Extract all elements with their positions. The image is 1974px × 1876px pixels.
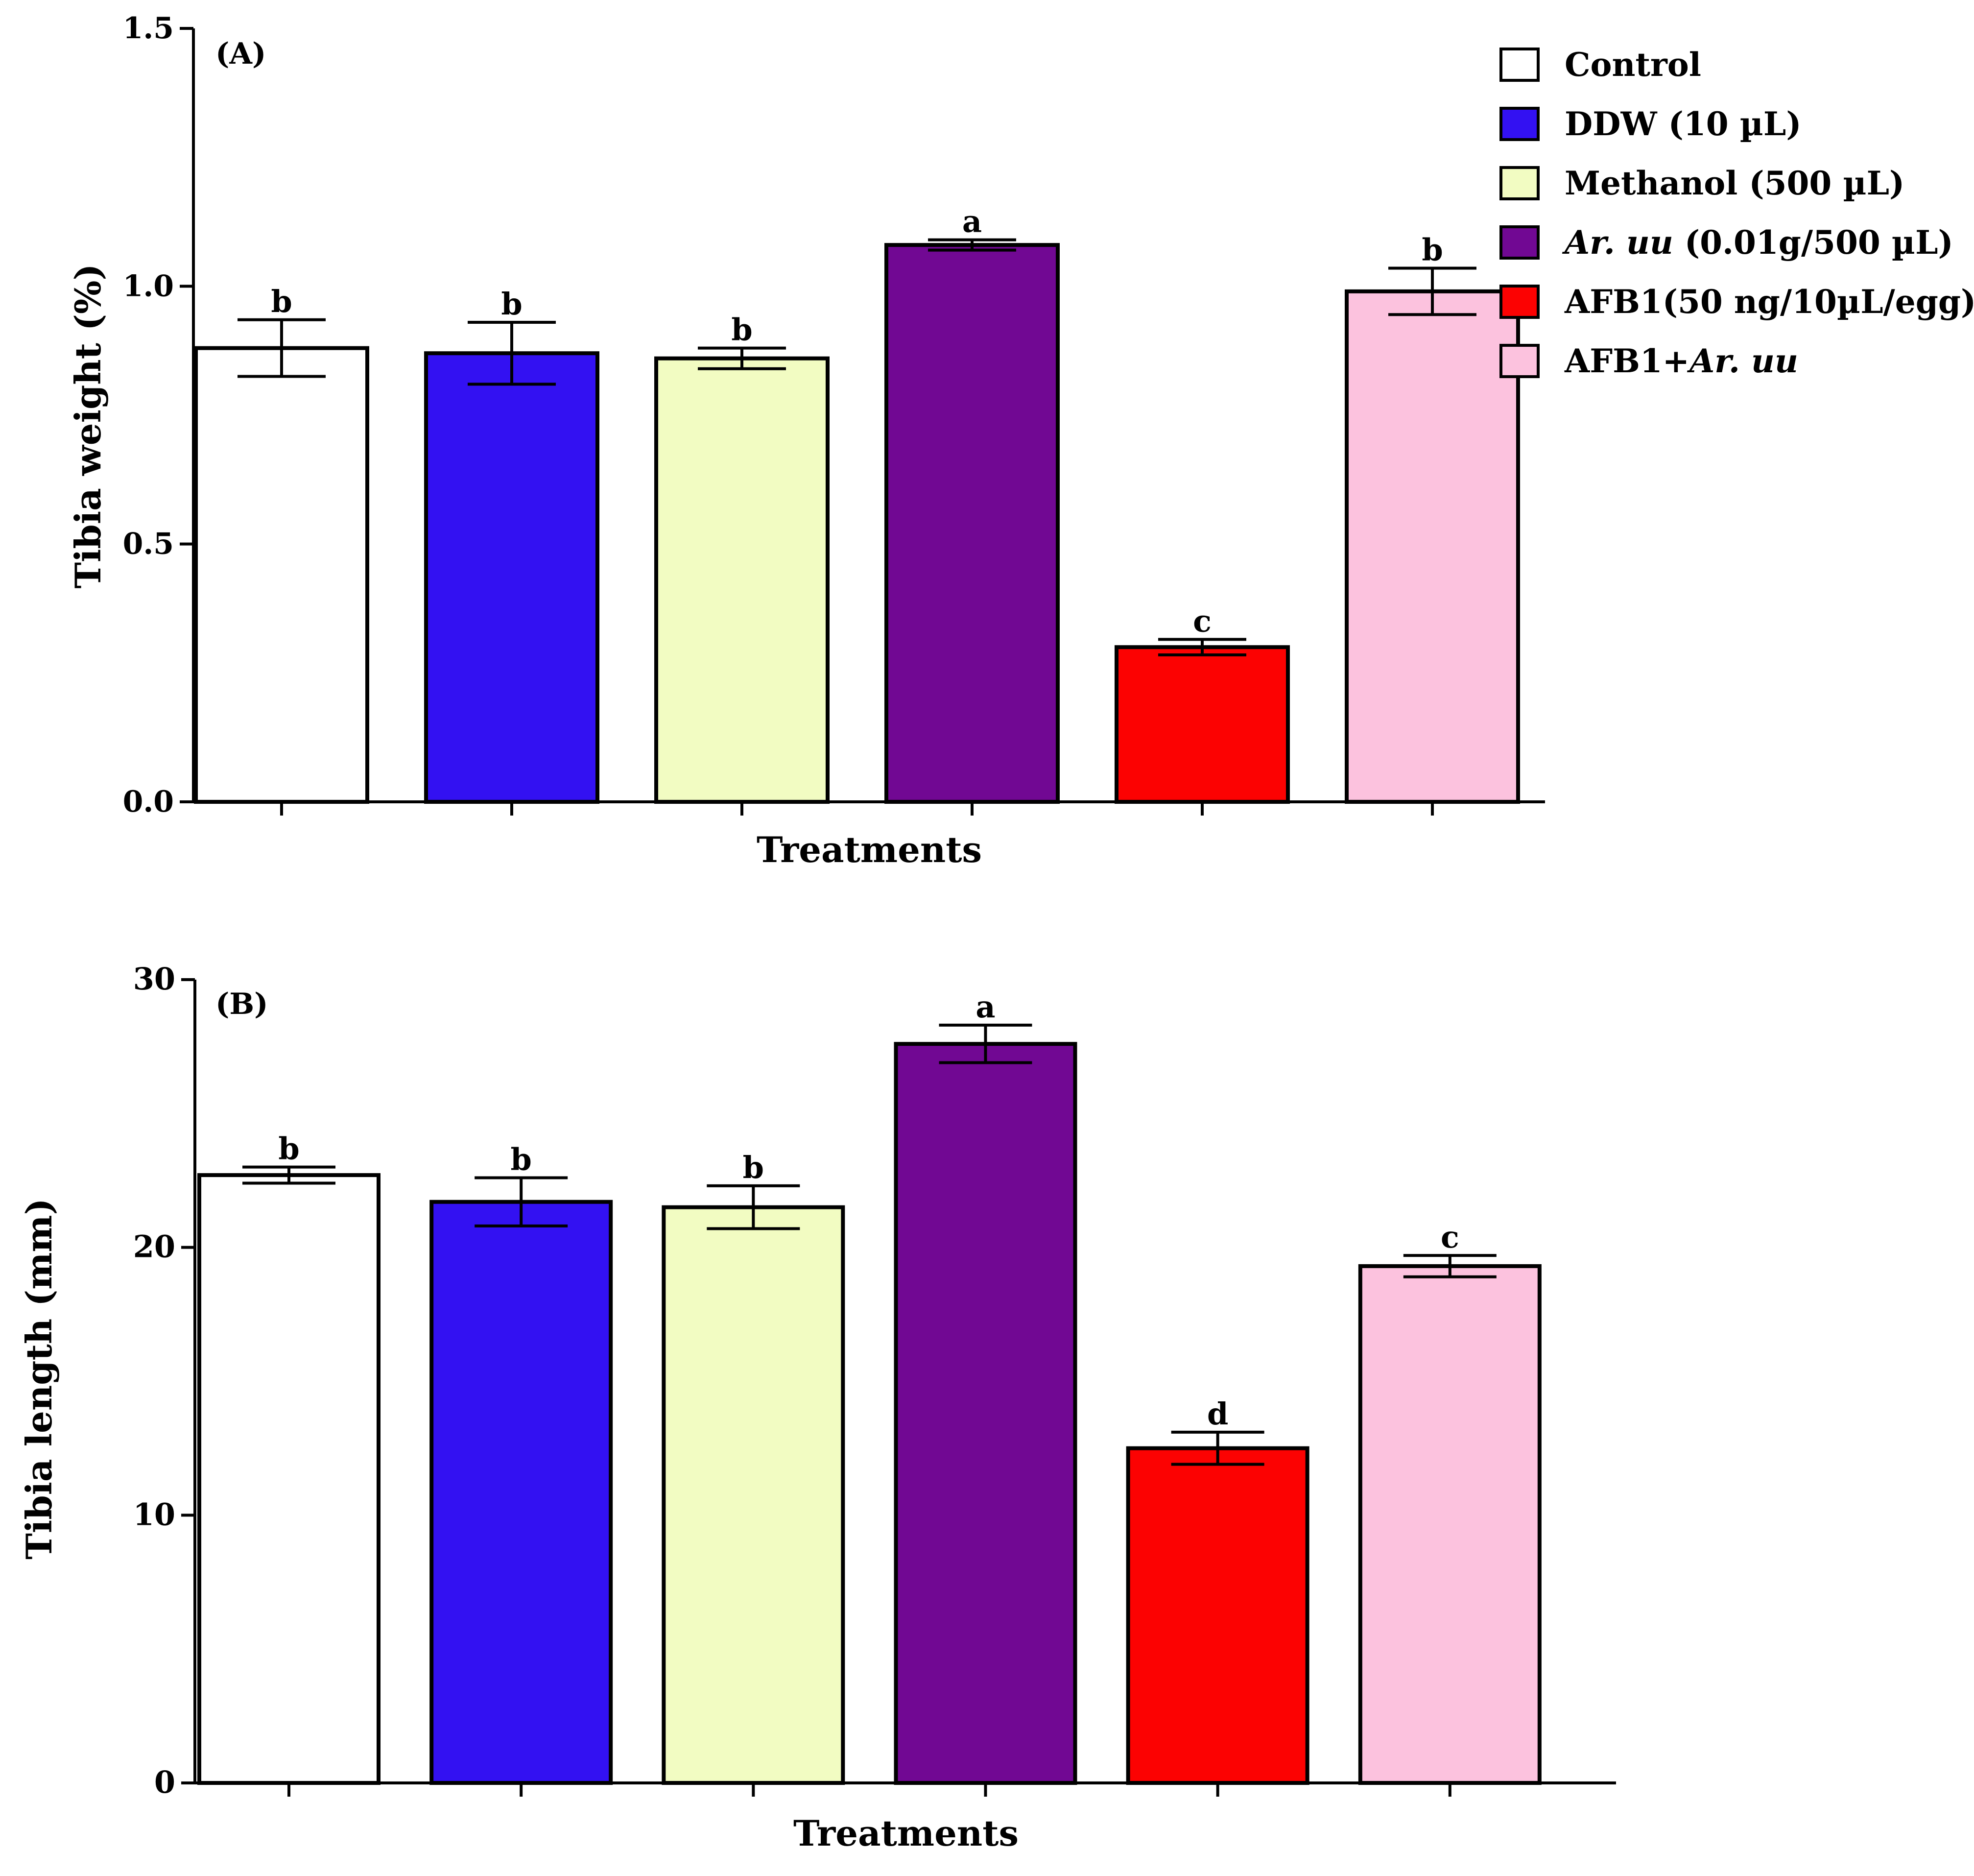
legend-label-text: (0.01g/500 µL) — [1673, 223, 1953, 262]
bar — [654, 356, 830, 804]
bar — [884, 243, 1060, 804]
legend: Control DDW (10 µL) Methanol (500 µL) Ar. u… — [1499, 46, 1974, 380]
bar — [1126, 1446, 1309, 1785]
legend-label: AFB1+Ar. uu — [1564, 342, 1798, 380]
significance-letter: b — [278, 1131, 299, 1167]
legend-swatch — [1499, 48, 1540, 82]
y-tick-label: 0.5 — [123, 527, 174, 561]
panel-b-x-axis-title: Treatments — [793, 1812, 1019, 1854]
legend-swatch — [1499, 285, 1540, 319]
significance-letter: d — [1207, 1396, 1228, 1432]
significance-letter: a — [975, 989, 995, 1025]
legend-label: Ar. uu (0.01g/500 µL) — [1562, 223, 1953, 262]
bar — [197, 1173, 381, 1785]
y-tick-label: 1.5 — [123, 11, 174, 46]
legend-swatch — [1499, 166, 1540, 200]
bar — [1345, 289, 1520, 804]
legend-label-text: AFB1+ — [1564, 342, 1689, 380]
panel-a-marks: b b b a c b — [194, 204, 1520, 804]
significance-letter: b — [743, 1150, 764, 1185]
bar — [662, 1205, 845, 1785]
legend-label: AFB1(50 ng/10µL/egg) — [1564, 283, 1974, 321]
legend-label-italic: Ar. uu — [1562, 223, 1673, 262]
legend-swatch — [1499, 225, 1540, 260]
panel-b: b b b a d c 0 10 20 30 (B) Tibia length (mm) Tre… — [18, 961, 1616, 1854]
panel-a-y-ticks: 0.0 0.5 1.0 1.5 — [123, 11, 193, 819]
panel-a: b b b a c b 0.0 0.5 1.0 1.5 (A) Tibia weight (%)… — [67, 11, 1545, 870]
y-tick-label: 20 — [133, 1229, 175, 1265]
significance-letter: b — [271, 284, 292, 319]
y-tick-label: 30 — [133, 961, 175, 997]
legend-label: DDW (10 µL) — [1565, 105, 1802, 143]
y-tick-label: 10 — [133, 1496, 175, 1532]
panel-b-marks: b b b a d c — [197, 989, 1542, 1785]
bar — [894, 1042, 1077, 1785]
panel-a-label: (A) — [215, 37, 266, 71]
legend-swatch — [1499, 344, 1540, 378]
legend-label: Methanol (500 µL) — [1565, 164, 1904, 202]
significance-letter: b — [1422, 232, 1443, 267]
significance-letter: a — [962, 204, 982, 240]
significance-letter: b — [731, 312, 752, 348]
y-tick-label: 0 — [154, 1764, 175, 1800]
panel-a-y-axis-title: Tibia weight (%) — [67, 264, 109, 588]
significance-letter: c — [1193, 603, 1212, 639]
significance-letter: b — [501, 286, 522, 322]
legend-label-text: Control — [1565, 46, 1701, 84]
panel-b-x-ticks — [287, 1783, 1451, 1797]
bar — [1115, 645, 1290, 804]
legend-label-text: AFB1(50 ng/10µL/egg) — [1564, 283, 1974, 321]
y-tick-label: 0.0 — [123, 785, 174, 819]
panel-a-x-ticks — [280, 802, 1434, 816]
y-tick-label: 1.0 — [123, 269, 174, 303]
legend-label-text: Methanol (500 µL) — [1565, 164, 1904, 202]
bar — [1358, 1264, 1542, 1785]
panel-b-label: (B) — [215, 987, 268, 1021]
significance-letter: c — [1441, 1219, 1459, 1255]
panel-a-x-axis-title: Treatments — [757, 829, 982, 870]
legend-label-text: DDW (10 µL) — [1565, 105, 1802, 143]
legend-label: Control — [1565, 46, 1701, 84]
bar — [194, 346, 369, 804]
bar — [429, 1200, 613, 1785]
significance-letter: b — [510, 1142, 531, 1178]
legend-swatch — [1499, 107, 1540, 141]
panel-b-y-ticks: 0 10 20 30 — [133, 961, 195, 1800]
bar — [424, 351, 599, 804]
legend-label-italic: Ar. uu — [1687, 342, 1798, 380]
panel-b-y-axis-title: Tibia length (mm) — [18, 1198, 60, 1559]
